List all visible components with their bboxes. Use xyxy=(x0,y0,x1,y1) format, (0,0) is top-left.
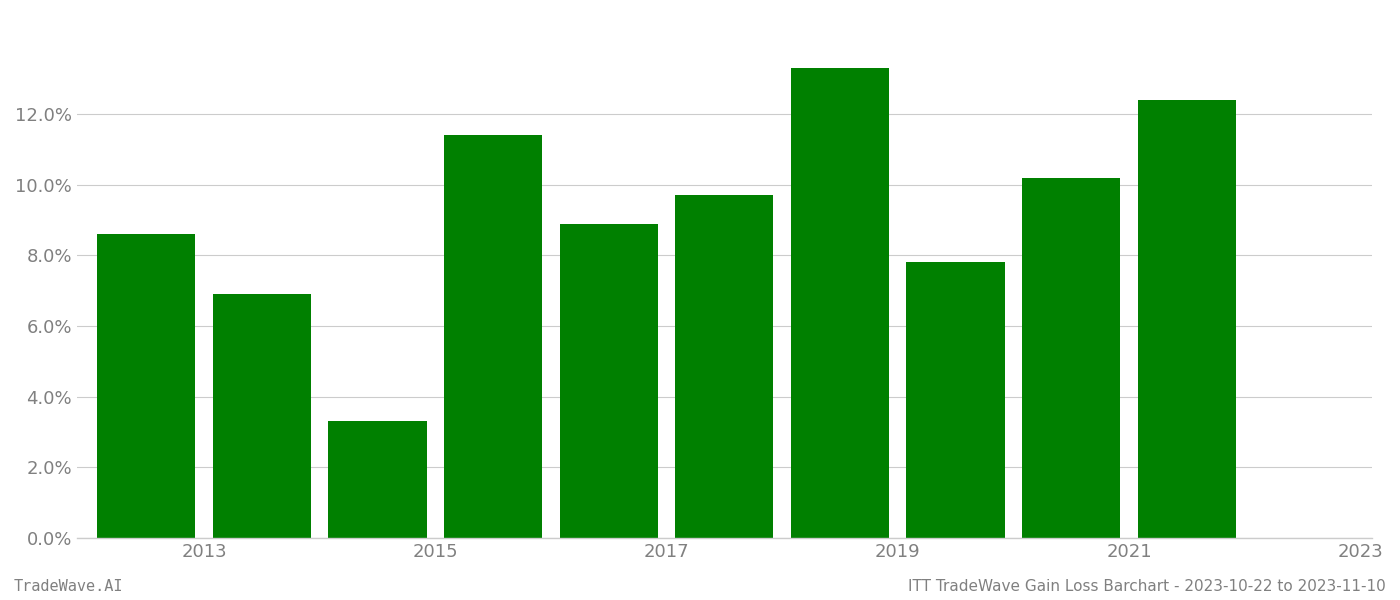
Bar xyxy=(444,135,542,538)
Bar xyxy=(1138,100,1236,538)
Text: TradeWave.AI: TradeWave.AI xyxy=(14,579,123,594)
Bar xyxy=(213,294,311,538)
Bar xyxy=(329,421,427,538)
Bar xyxy=(675,195,773,538)
Bar xyxy=(560,224,658,538)
Text: ITT TradeWave Gain Loss Barchart - 2023-10-22 to 2023-11-10: ITT TradeWave Gain Loss Barchart - 2023-… xyxy=(909,579,1386,594)
Bar xyxy=(906,262,1005,538)
Bar xyxy=(1022,178,1120,538)
Bar xyxy=(97,234,196,538)
Bar xyxy=(791,68,889,538)
